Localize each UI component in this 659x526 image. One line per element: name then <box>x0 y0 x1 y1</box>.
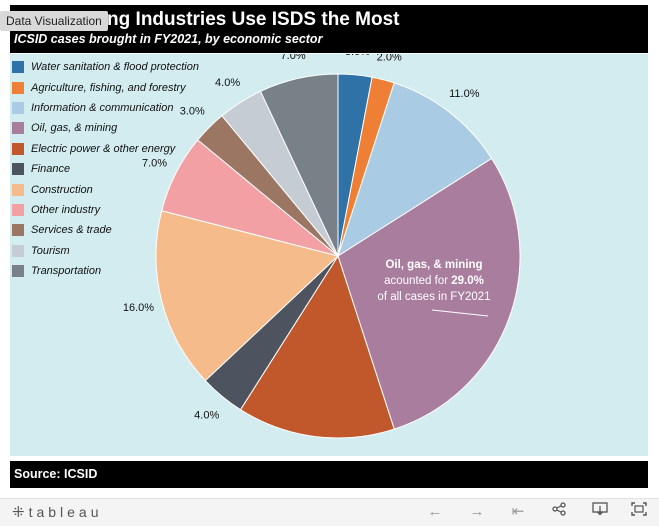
legend-item[interactable]: Information & communication <box>12 98 199 118</box>
legend-item[interactable]: Oil, gas, & mining <box>12 118 199 138</box>
legend-swatch <box>12 122 24 135</box>
revert-icon[interactable]: ⇤ <box>511 503 525 520</box>
source-note: Source: ICSID <box>14 467 98 481</box>
annotation-line-2-prefix: acounted for <box>384 275 451 287</box>
dashboard-subtitle: ICSID cases brought in FY2021, by econom… <box>14 32 323 46</box>
annotation-line-3: of all cases in FY2021 <box>377 291 490 303</box>
slice-percent-label: 16.0% <box>123 302 154 314</box>
legend-item[interactable]: Services & trade <box>12 220 199 240</box>
tableau-toolbar: ⁜ tableau ← → ⇤ <box>0 498 659 526</box>
legend-label: Water sanitation & flood protection <box>31 61 199 74</box>
legend-item[interactable]: Water sanitation & flood protection <box>12 57 199 77</box>
legend-item[interactable]: Transportation <box>12 261 199 281</box>
download-icon[interactable] <box>589 502 611 522</box>
dashboard-footer: Source: ICSID <box>10 461 648 488</box>
slice-percent-label: 7.0% <box>281 54 306 62</box>
legend-label: Oil, gas, & mining <box>31 122 118 135</box>
pie-slice[interactable] <box>337 82 493 258</box>
legend-swatch <box>12 183 24 196</box>
legend-label: Tourism <box>31 244 70 257</box>
legend-label: Transportation <box>31 265 102 278</box>
slice-percent-label: 11.0% <box>449 88 480 100</box>
slice-percent-label: 7.0% <box>142 158 167 170</box>
legend-label: Construction <box>31 183 93 196</box>
legend-item[interactable]: Agriculture, fishing, and forestry <box>12 77 199 97</box>
tableau-brand[interactable]: ⁜ tableau <box>12 503 103 521</box>
fullscreen-icon[interactable] <box>628 502 650 522</box>
legend-swatch <box>12 61 24 74</box>
legend-swatch <box>12 203 24 216</box>
redo-icon[interactable]: → <box>469 503 485 520</box>
annotation-line-1: Oil, gas, & mining <box>385 259 482 271</box>
tableau-brand-name: tableau <box>28 504 103 520</box>
legend-item[interactable]: Tourism <box>12 241 199 261</box>
pie-slice[interactable] <box>155 210 340 382</box>
slice-percent-label: 4.0% <box>215 77 240 89</box>
legend-swatch <box>12 142 24 155</box>
dashboard-header: and Mining Industries Use ISDS the Most … <box>10 5 648 53</box>
slice-percent-label: 3.0% <box>345 54 370 58</box>
tableau-logo-icon: ⁜ <box>12 504 25 521</box>
legend-item[interactable]: Finance <box>12 159 199 179</box>
legend-label: Information & communication <box>31 101 174 114</box>
annotation-line-2: acounted for 29.0% <box>384 275 484 287</box>
legend-item[interactable]: Construction <box>12 179 199 199</box>
share-icon[interactable] <box>548 502 570 522</box>
chart-legend: Water sanitation & flood protection Agric… <box>12 57 199 281</box>
slice-percent-label: 3.0% <box>180 105 205 117</box>
legend-label: Electric power & other energy <box>31 142 176 155</box>
slice-percent-label: 14.0% <box>297 455 328 456</box>
legend-item[interactable]: Electric power & other energy <box>12 139 199 159</box>
legend-swatch <box>12 163 24 176</box>
oil-gas-mining-annotation: Oil, gas, & mining acounted for 29.0% of… <box>377 259 491 317</box>
legend-swatch <box>12 265 24 278</box>
slice-percent-label: 2.0% <box>377 54 402 64</box>
legend-swatch <box>12 224 24 237</box>
dashboard-title: and Mining Industries Use ISDS the Most <box>30 9 400 30</box>
legend-item[interactable]: Other industry <box>12 200 199 220</box>
viz-name-tooltip: Data Visualization <box>0 11 108 31</box>
legend-swatch <box>12 244 24 257</box>
annotation-underline <box>431 309 489 317</box>
chart-panel: 3.0% 2.0% 11.0% 14.0% 4.0% 16.0% 7.0% 3.0% 4.0% 7… <box>10 54 648 456</box>
slice-percent-label: 4.0% <box>194 410 219 422</box>
pie-slice[interactable] <box>239 254 395 439</box>
annotation-value: 29.0% <box>451 275 484 287</box>
pie-slice[interactable] <box>337 157 521 430</box>
legend-label: Finance <box>31 163 71 176</box>
undo-icon[interactable]: ← <box>427 503 443 520</box>
legend-swatch <box>12 81 24 94</box>
legend-label: Other industry <box>31 203 101 216</box>
legend-label: Services & trade <box>31 224 112 237</box>
pie-chart: 3.0% 2.0% 11.0% 14.0% 4.0% 16.0% 7.0% 3.0% 4.0% 7… <box>123 54 521 456</box>
pie-slice[interactable] <box>259 73 339 257</box>
legend-label: Agriculture, fishing, and forestry <box>31 81 186 94</box>
legend-swatch <box>12 101 24 114</box>
